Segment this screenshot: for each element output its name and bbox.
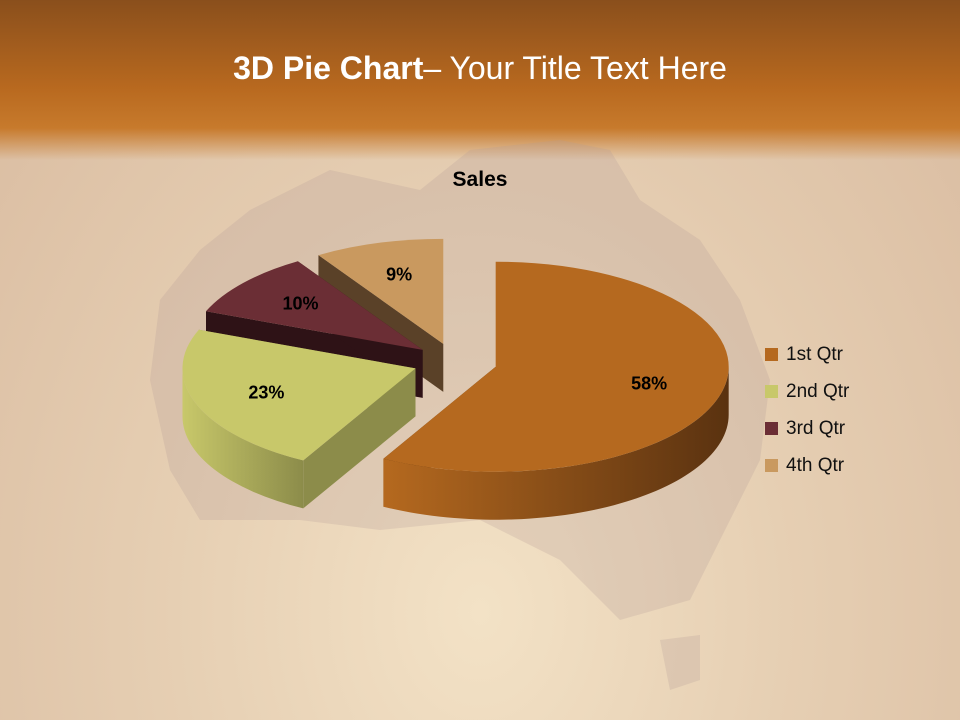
- legend-item: 1st Qtr: [765, 336, 849, 373]
- legend: 1st Qtr 2nd Qtr 3rd Qtr 4th Qtr: [765, 336, 849, 484]
- pie-slice: [318, 238, 444, 344]
- pie-slice: [383, 261, 729, 472]
- pie-slice: [182, 329, 416, 461]
- chart-title: Sales: [452, 168, 508, 191]
- slide-title: 3D Pie Chart– Your Title Text Here: [233, 50, 727, 86]
- legend-item: 2nd Qtr: [765, 373, 849, 410]
- legend-swatch: [765, 348, 778, 361]
- data-label: 9%: [386, 264, 413, 285]
- title-band: [0, 0, 960, 160]
- data-label: 58%: [631, 373, 668, 394]
- slice-side-wall: [182, 368, 304, 509]
- legend-swatch: [765, 459, 778, 472]
- legend-item: 3rd Qtr: [765, 410, 849, 447]
- data-label: 10%: [282, 293, 319, 314]
- pie-slice: [206, 261, 423, 350]
- legend-swatch: [765, 422, 778, 435]
- slice-side-wall: [383, 366, 729, 520]
- legend-item: 4th Qtr: [765, 447, 849, 484]
- legend-swatch: [765, 385, 778, 398]
- data-label: 23%: [248, 382, 285, 403]
